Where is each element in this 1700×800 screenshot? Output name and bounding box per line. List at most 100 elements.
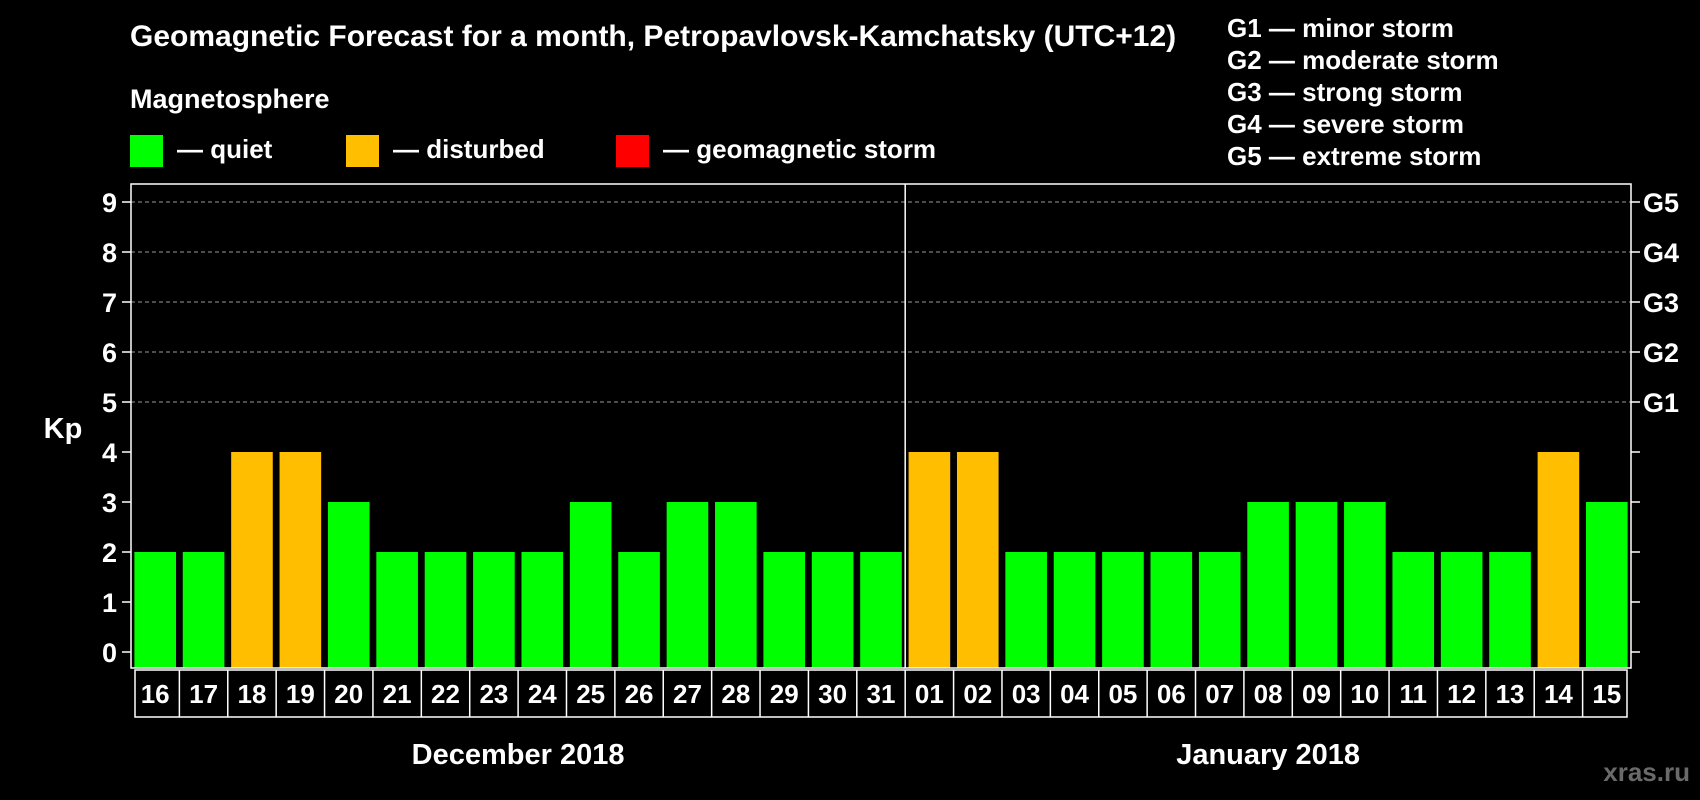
bar-05 xyxy=(1102,552,1144,668)
y-tick-label: 5 xyxy=(102,388,117,418)
x-tick-label: 29 xyxy=(770,679,799,709)
bar-27 xyxy=(666,502,709,668)
chart-title: Geomagnetic Forecast for a month, Petrop… xyxy=(130,20,1177,53)
bar-26 xyxy=(618,552,660,668)
bar-14 xyxy=(1537,452,1580,668)
x-tick-label: 25 xyxy=(576,679,605,709)
g-scale-list: G1 — minor storm G2 — moderate storm G3 … xyxy=(1227,12,1499,172)
bar-12 xyxy=(1440,552,1483,668)
x-tick-label: 05 xyxy=(1108,679,1137,709)
g-axis-label: G4 xyxy=(1643,238,1679,268)
x-tick-label: 06 xyxy=(1157,679,1186,709)
x-tick-label: 17 xyxy=(189,679,218,709)
legend-swatch-storm xyxy=(616,135,649,167)
y-tick-label: 2 xyxy=(102,538,117,568)
y-tick-label: 3 xyxy=(102,488,117,518)
bar-06 xyxy=(1150,552,1193,668)
g-axis-label: G3 xyxy=(1643,288,1679,318)
x-tick-label: 26 xyxy=(625,679,654,709)
x-tick-label: 13 xyxy=(1496,679,1525,709)
bar-08 xyxy=(1247,502,1289,668)
grid-layer xyxy=(131,201,1631,403)
bar-22 xyxy=(424,552,467,668)
x-tick-label: 15 xyxy=(1592,679,1621,709)
day-label-box xyxy=(134,669,1628,718)
x-tick-label: 14 xyxy=(1544,679,1573,709)
month-label: December 2018 xyxy=(412,739,625,771)
bar-10 xyxy=(1344,502,1386,668)
x-tick-label: 10 xyxy=(1350,679,1379,709)
x-tick-label: 12 xyxy=(1447,679,1476,709)
x-tick-label: 22 xyxy=(431,679,460,709)
legend-swatch-disturbed xyxy=(346,135,379,167)
plot-frame xyxy=(130,183,1632,669)
month-label: January 2018 xyxy=(1176,739,1360,771)
x-tick-label: 24 xyxy=(528,679,557,709)
bar-17 xyxy=(182,552,225,668)
g-scale-item: G3 — strong storm xyxy=(1227,77,1463,107)
x-tick-label: 27 xyxy=(673,679,702,709)
g-axis-label: G2 xyxy=(1643,338,1679,368)
bar-layer xyxy=(134,452,1628,668)
bar-16 xyxy=(134,552,176,668)
bar-11 xyxy=(1392,552,1435,668)
bar-25 xyxy=(569,502,612,668)
y-tick-label: 8 xyxy=(102,238,117,268)
x-tick-label: 31 xyxy=(867,679,896,709)
legend-heading: Magnetosphere xyxy=(130,84,330,114)
g-axis-label: G1 xyxy=(1643,388,1679,418)
bar-31 xyxy=(860,552,902,668)
g-scale-item: G4 — severe storm xyxy=(1227,109,1465,139)
bar-30 xyxy=(811,552,854,668)
bar-23 xyxy=(473,552,515,668)
x-tick-label: 04 xyxy=(1060,679,1089,709)
x-tick-label: 21 xyxy=(383,679,412,709)
x-tick-label: 23 xyxy=(479,679,508,709)
legend-label-storm: — geomagnetic storm xyxy=(663,134,937,164)
y-tick-label: 4 xyxy=(102,438,117,468)
bar-19 xyxy=(279,452,322,668)
bar-03 xyxy=(1005,552,1047,668)
x-tick-label: 28 xyxy=(721,679,750,709)
bar-18 xyxy=(231,452,273,668)
x-tick-label: 19 xyxy=(286,679,315,709)
watermark: xras.ru xyxy=(1603,757,1690,787)
bar-09 xyxy=(1295,502,1338,668)
legend-swatch-quiet xyxy=(130,135,163,167)
x-tick-label: 16 xyxy=(141,679,170,709)
x-tick-label: 18 xyxy=(238,679,267,709)
g-scale-item: G1 — minor storm xyxy=(1227,13,1454,43)
bar-04 xyxy=(1053,552,1096,668)
x-tick-label: 20 xyxy=(334,679,363,709)
y-tick-label: 1 xyxy=(102,588,117,618)
bar-15 xyxy=(1586,502,1628,668)
bar-13 xyxy=(1489,552,1531,668)
x-tick-label: 08 xyxy=(1254,679,1283,709)
x-tick-label: 07 xyxy=(1205,679,1234,709)
y-tick-label: 0 xyxy=(102,638,117,668)
x-tick-label: 02 xyxy=(963,679,992,709)
g-scale-item: G5 — extreme storm xyxy=(1227,141,1482,171)
bar-28 xyxy=(715,502,757,668)
bar-01 xyxy=(908,452,951,668)
y-axis-label: Kp xyxy=(44,413,83,445)
bar-07 xyxy=(1198,552,1241,668)
bar-24 xyxy=(521,552,564,668)
legend-label-disturbed: — disturbed xyxy=(393,134,545,164)
g-scale-item: G2 — moderate storm xyxy=(1227,45,1499,75)
x-tick-label: 09 xyxy=(1302,679,1331,709)
x-tick-label: 03 xyxy=(1012,679,1041,709)
legend-label-quiet: — quiet xyxy=(177,134,273,164)
bar-21 xyxy=(376,552,418,668)
g-axis-label: G5 xyxy=(1643,188,1679,218)
bar-29 xyxy=(763,552,806,668)
x-tick-label: 30 xyxy=(818,679,847,709)
y-tick-label: 7 xyxy=(102,288,117,318)
y-tick-label: 6 xyxy=(102,338,117,368)
x-tick-label: 01 xyxy=(915,679,944,709)
bar-02 xyxy=(956,452,999,668)
y-tick-label: 9 xyxy=(102,188,117,218)
bar-20 xyxy=(327,502,370,668)
